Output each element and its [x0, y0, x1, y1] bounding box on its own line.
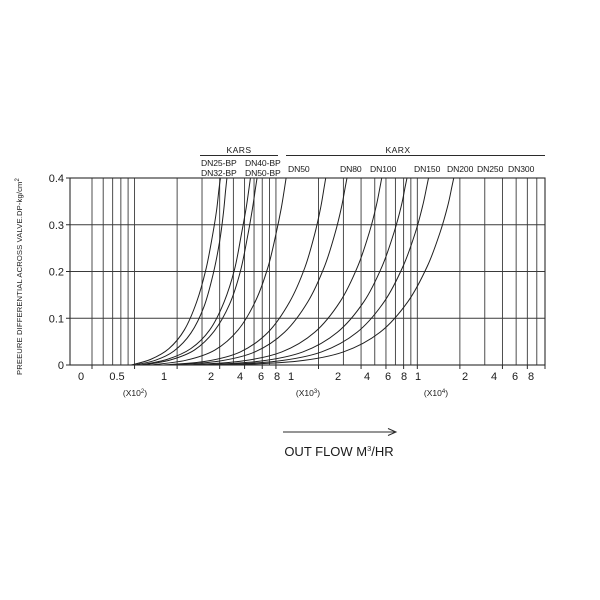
xtick-label-8c: 8	[528, 371, 534, 383]
curve-dn50	[150, 177, 287, 366]
xtick-label-6a: 6	[258, 371, 264, 383]
plot-frame	[69, 177, 546, 366]
x-axis-title-block: OUT FLOW M3/HR	[283, 428, 398, 459]
xtick-label-2a: 2	[208, 371, 214, 383]
ytick-label-02: 0.2	[49, 267, 64, 279]
x-axis-title-sup: 3	[367, 444, 371, 453]
legend-group-headers: KARS KARX	[200, 145, 545, 156]
flow-arrow-head-icon	[387, 428, 398, 436]
decade3-pre: (X10	[296, 388, 314, 398]
xtick-label-4c: 4	[491, 371, 497, 383]
xtick-label-6b: 6	[385, 371, 391, 383]
decade-label-4: (X104)	[424, 388, 448, 398]
decade4-post: )	[445, 388, 448, 398]
series-label-dn300: DN300	[508, 164, 535, 174]
decade2-post: )	[144, 388, 147, 398]
kars-group-label: KARS	[226, 145, 251, 155]
ytick-label-0: 0	[58, 360, 64, 372]
series-label-dn100: DN100	[370, 164, 397, 174]
curve-dn50-bp	[142, 177, 258, 366]
series-label-dn200: DN200	[447, 164, 474, 174]
decade4-sup: 4	[442, 389, 446, 395]
xtick-label-1c: 1	[415, 371, 421, 383]
decade2-pre: (X10	[123, 388, 141, 398]
ytick-label-03: 0.3	[49, 220, 64, 232]
series-labels: DN25-BP DN32-BP DN40-BP DN50-BP DN50 DN8…	[201, 158, 535, 178]
xtick-label-0: 0	[78, 371, 84, 383]
xtick-label-2b: 2	[335, 371, 341, 383]
x-axis-title-post: /HR	[371, 444, 393, 459]
xtick-label-1a: 1	[161, 371, 167, 383]
xtick-label-8b: 8	[401, 371, 407, 383]
curve-dn300	[229, 177, 455, 366]
decade-label-3: (X103)	[296, 388, 320, 398]
y-axis-title: PREEURE DIFFERENTIAL ACROSS VALVE.DP-kg/…	[15, 177, 24, 375]
xtick-label-4b: 4	[364, 371, 370, 383]
ytick-label-01: 0.1	[49, 313, 64, 325]
xtick-label-05: 0.5	[109, 371, 124, 383]
x-axis-ticks: 0 0.5 1 2 4 6 8 1 2 4 6 8 1 2 4 6 8	[78, 371, 534, 383]
curve-dn250	[212, 177, 430, 366]
series-label-dn80: DN80	[340, 164, 362, 174]
curve-layer	[130, 177, 455, 366]
ytick-label-04: 0.4	[49, 173, 64, 185]
decade3-post: )	[317, 388, 320, 398]
decade4-pre: (X10	[424, 388, 442, 398]
decade-label-2: (X102)	[123, 388, 147, 398]
curve-dn200	[199, 177, 408, 366]
series-label-dn32bp: DN32-BP	[201, 168, 237, 178]
xtick-label-2c: 2	[462, 371, 468, 383]
x-axis-title-pre: OUT FLOW M	[284, 444, 367, 459]
y-axis-title-main: PREEURE DIFFERENTIAL ACROSS VALVE.DP-kg/…	[15, 181, 24, 375]
series-label-dn25bp: DN25-BP	[201, 158, 237, 168]
curve-dn25-bp	[130, 177, 221, 366]
plot-grid	[66, 177, 546, 369]
series-label-dn40bp: DN40-BP	[245, 158, 281, 168]
curve-dn32-bp	[134, 177, 228, 366]
x-axis-title-text: OUT FLOW M3/HR	[284, 444, 393, 459]
xtick-label-1b: 1	[288, 371, 294, 383]
curve-dn150	[185, 177, 383, 366]
xtick-label-4a: 4	[237, 371, 243, 383]
y-axis-ticks: 0.4 0.3 0.2 0.1 0	[49, 173, 64, 372]
series-label-dn50bp: DN50-BP	[245, 168, 281, 178]
xtick-label-8a: 8	[274, 371, 280, 383]
curve-dn40-bp	[139, 177, 251, 366]
decade2-sup: 2	[141, 389, 145, 395]
series-label-dn50: DN50	[288, 164, 310, 174]
series-label-dn150: DN150	[414, 164, 441, 174]
karx-group-label: KARX	[385, 145, 410, 155]
y-axis-title-text: PREEURE DIFFERENTIAL ACROSS VALVE.DP-kg/…	[15, 177, 24, 375]
y-axis-title-sup: 2	[15, 177, 21, 181]
curve-dn80	[162, 177, 327, 366]
decade3-sup: 3	[314, 389, 318, 395]
xtick-label-6c: 6	[512, 371, 518, 383]
decade-labels: (X102) (X103) (X104)	[123, 388, 448, 398]
curve-dn100	[170, 177, 348, 366]
series-label-dn250: DN250	[477, 164, 504, 174]
